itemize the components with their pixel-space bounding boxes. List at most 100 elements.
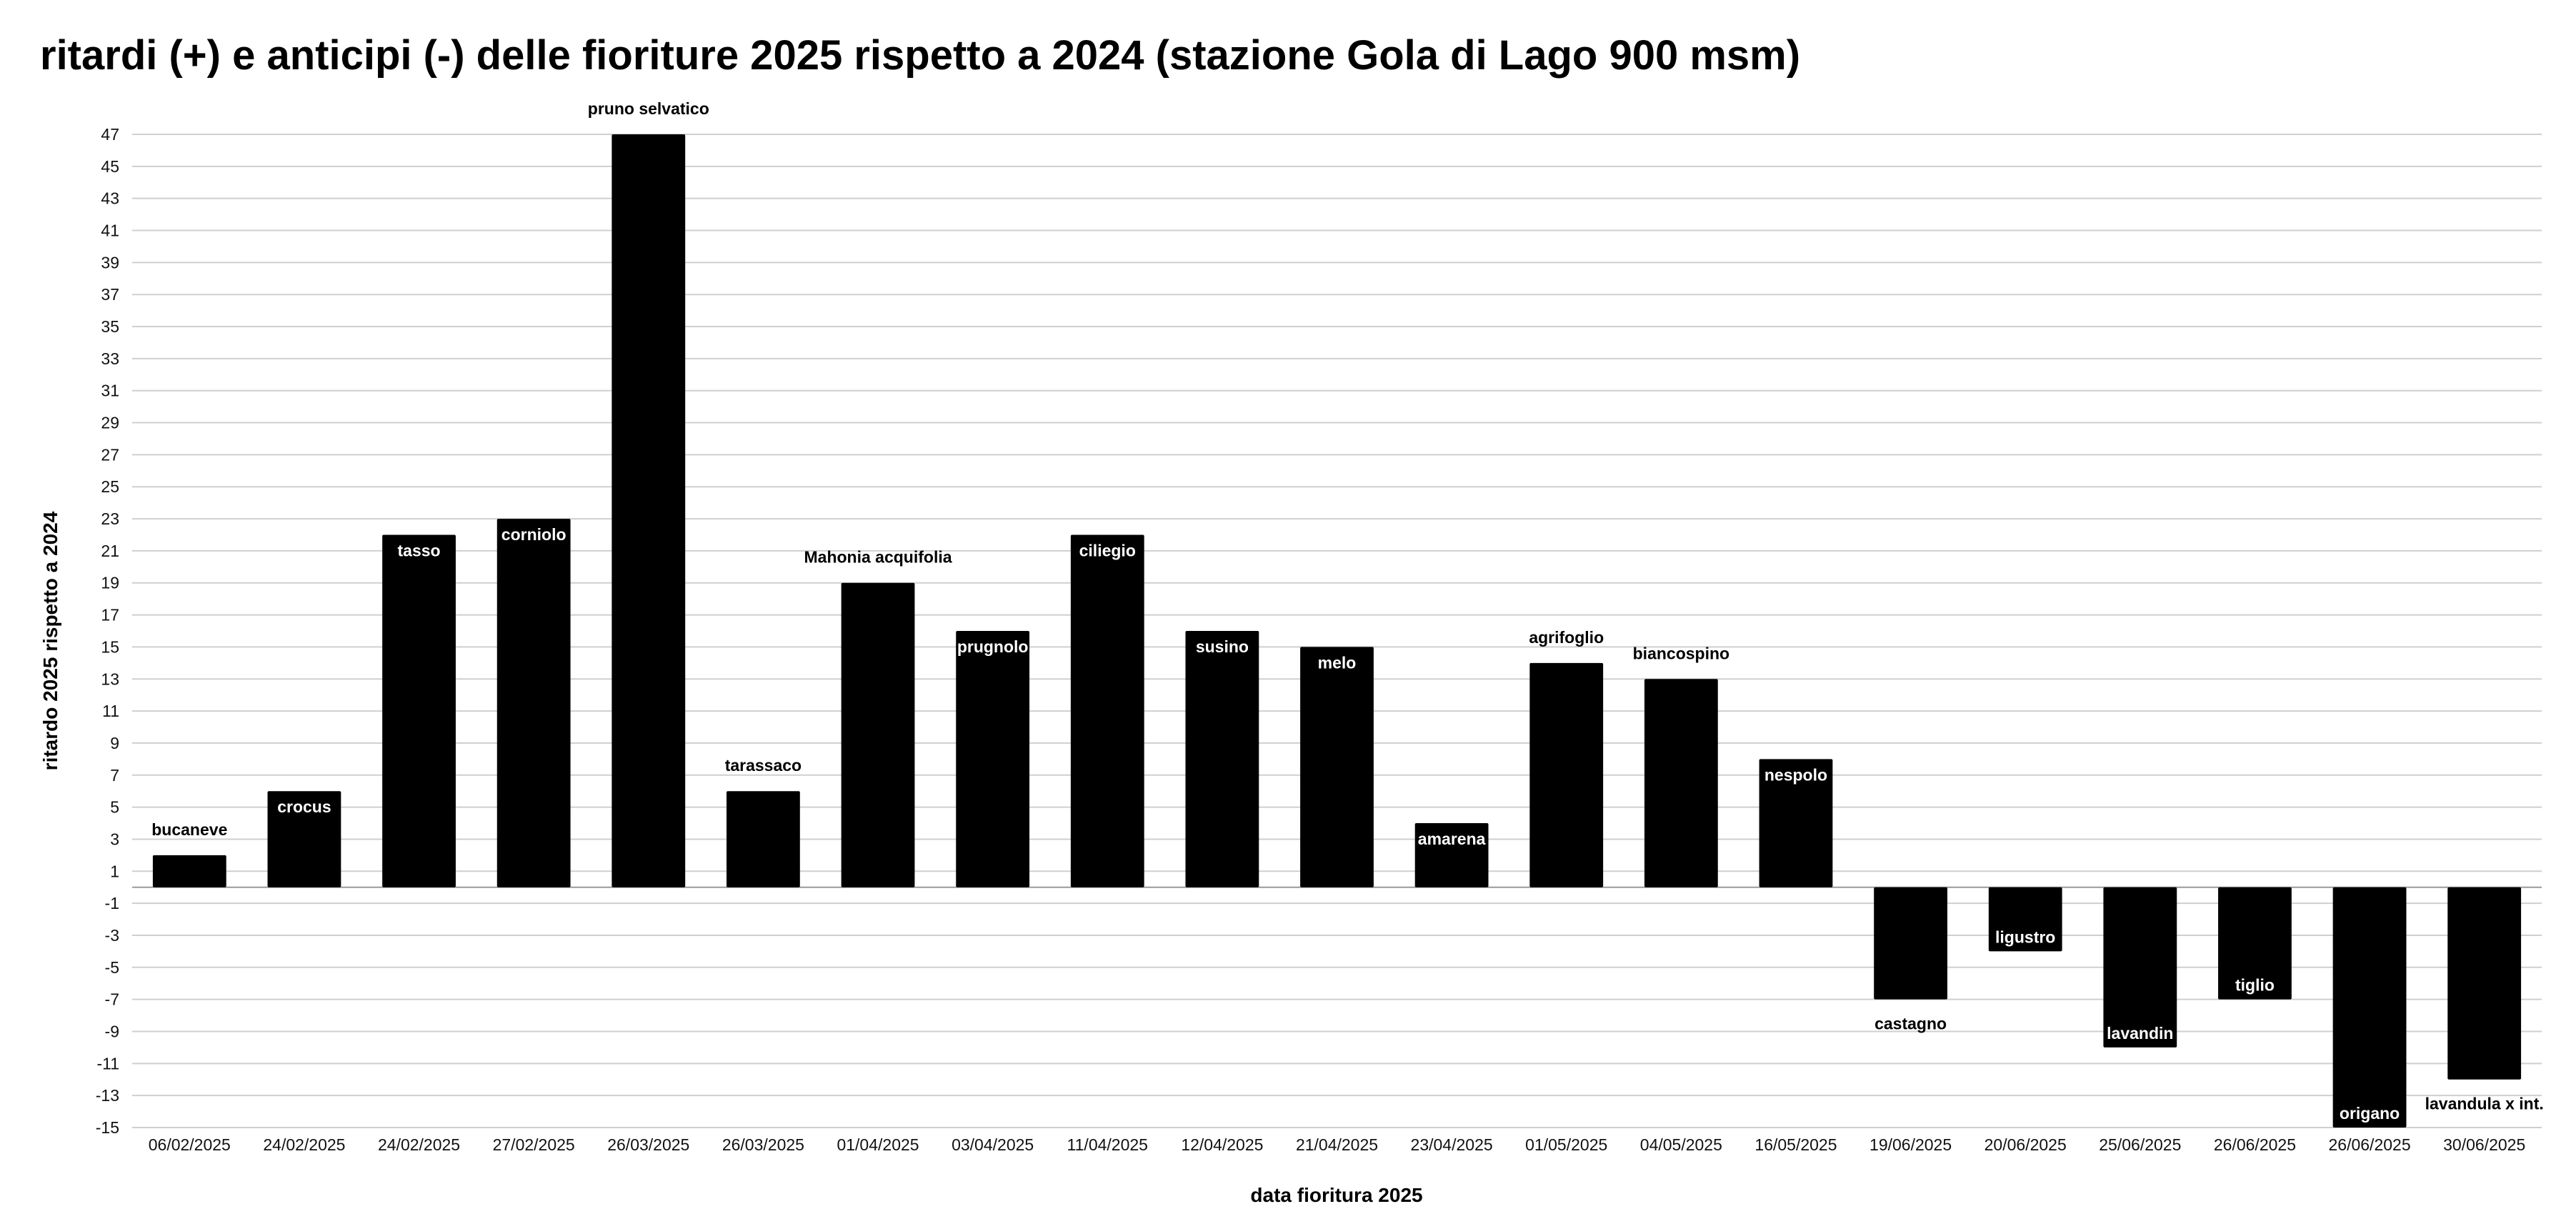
bar	[1988, 887, 2062, 952]
x-tick-label: 25/06/2025	[2099, 1135, 2181, 1154]
y-tick-label: 3	[110, 830, 119, 848]
y-tick-label: -9	[105, 1022, 119, 1040]
data-label: corniolo	[501, 525, 566, 544]
x-tick-label: 11/04/2025	[1067, 1135, 1148, 1154]
bar	[1529, 662, 1604, 887]
y-axis-label: ritardo 2025 rispetto a 2024	[39, 511, 61, 770]
data-labels: bucaneve crocus tasso corniolo pruno selvati…	[151, 99, 2544, 1123]
data-label: biancospino	[1633, 644, 1729, 662]
y-tick-label: -3	[105, 926, 119, 945]
x-tick-label: 26/03/2025	[722, 1135, 804, 1154]
y-tick-label: 7	[110, 766, 119, 785]
y-tick-label: -5	[105, 958, 119, 977]
data-label: ligustro	[1995, 927, 2055, 946]
x-tick-label: 26/06/2025	[2329, 1135, 2411, 1154]
x-tick-label: 23/04/2025	[1411, 1135, 1493, 1154]
bar	[1414, 823, 1489, 887]
data-label: melo	[1318, 653, 1357, 672]
bar	[1759, 759, 1833, 887]
x-tick-label: 21/04/2025	[1296, 1135, 1378, 1154]
data-label: nespolo	[1764, 765, 1827, 784]
x-tick-label: 16/05/2025	[1754, 1135, 1837, 1154]
y-tick-label: 37	[101, 285, 119, 304]
y-tick-label: 13	[101, 670, 119, 688]
x-tick-label: 06/02/2025	[149, 1135, 231, 1154]
x-tick-label: 30/06/2025	[2443, 1135, 2525, 1154]
y-tick-label: 39	[101, 253, 119, 272]
y-tick-label: 33	[101, 349, 119, 368]
data-label: Mahonia acquifolia	[804, 548, 952, 567]
x-axis-ticks: 06/02/2025 24/02/2025 24/02/2025 27/02/2025…	[149, 1135, 2526, 1154]
bar	[1185, 631, 1259, 887]
x-tick-label: 01/04/2025	[837, 1135, 919, 1154]
y-tick-label: 43	[101, 189, 119, 208]
y-tick-label: 15	[101, 637, 119, 656]
bar	[496, 519, 571, 887]
data-label: ciliegio	[1079, 541, 1136, 559]
y-tick-label: 47	[101, 125, 119, 144]
bar	[1644, 679, 1718, 887]
bar	[382, 534, 456, 887]
y-tick-label: 1	[110, 862, 119, 880]
bar	[727, 791, 800, 887]
y-tick-label: 31	[101, 382, 119, 400]
bars	[152, 134, 2522, 1128]
y-tick-label: 5	[110, 798, 119, 817]
x-tick-label: 03/04/2025	[952, 1135, 1034, 1154]
x-tick-label: 26/03/2025	[607, 1135, 689, 1154]
x-tick-label: 24/02/2025	[263, 1135, 345, 1154]
bar	[267, 791, 341, 887]
bar	[1070, 534, 1144, 887]
x-tick-label: 01/05/2025	[1525, 1135, 1607, 1154]
y-tick-label: -15	[96, 1118, 119, 1137]
bar	[152, 855, 226, 887]
x-tick-label: 04/05/2025	[1640, 1135, 1722, 1154]
y-tick-label: 21	[101, 542, 119, 560]
data-label: pruno selvatico	[588, 99, 709, 118]
y-tick-label: 11	[102, 702, 119, 720]
x-tick-label: 12/04/2025	[1181, 1135, 1263, 1154]
data-label: prugnolo	[957, 637, 1029, 656]
data-label: tarassaco	[725, 756, 802, 775]
y-tick-label: 35	[101, 317, 119, 336]
data-label: origano	[2340, 1104, 2400, 1123]
y-tick-label: 25	[101, 477, 119, 496]
y-tick-label: 23	[101, 509, 119, 528]
bar	[2218, 887, 2292, 1000]
bar	[1300, 647, 1374, 887]
y-tick-label: 41	[101, 222, 119, 240]
y-axis-ticks: 4745434139373533312927252321191715131197…	[96, 125, 119, 1137]
x-tick-label: 24/02/2025	[378, 1135, 460, 1154]
bar	[841, 582, 915, 887]
y-tick-label: 27	[101, 445, 119, 464]
y-tick-label: 9	[110, 734, 119, 752]
data-label: tiglio	[2235, 976, 2275, 995]
data-label: agrifoglio	[1529, 628, 1604, 647]
x-axis-label: data fioritura 2025	[1250, 1184, 1422, 1206]
data-label: castagno	[1874, 1015, 1947, 1033]
y-tick-label: 45	[101, 157, 119, 176]
bar	[611, 134, 686, 887]
y-tick-label: 17	[101, 606, 119, 625]
data-label: lavandin	[2107, 1024, 2173, 1043]
x-tick-label: 20/06/2025	[1985, 1135, 2067, 1154]
bar	[2447, 887, 2522, 1080]
y-tick-label: -13	[96, 1086, 119, 1105]
chart-title: ritardi (+) e anticipi (-) delle fioritu…	[40, 32, 1801, 79]
x-tick-label: 19/06/2025	[1869, 1135, 1952, 1154]
grid-lines	[132, 134, 2542, 1128]
y-tick-label: 29	[101, 414, 119, 432]
bar	[2332, 887, 2407, 1128]
data-label: lavandula x int.	[2425, 1095, 2544, 1113]
x-tick-label: 27/02/2025	[493, 1135, 575, 1154]
bar	[1874, 887, 1947, 1000]
data-label: susino	[1196, 637, 1249, 656]
data-label: amarena	[1418, 830, 1486, 848]
bar	[2103, 887, 2177, 1048]
y-tick-label: -7	[105, 990, 119, 1009]
y-tick-label: -1	[105, 894, 119, 912]
x-tick-label: 26/06/2025	[2214, 1135, 2296, 1154]
data-label: crocus	[277, 797, 331, 816]
y-tick-label: -11	[96, 1054, 119, 1073]
